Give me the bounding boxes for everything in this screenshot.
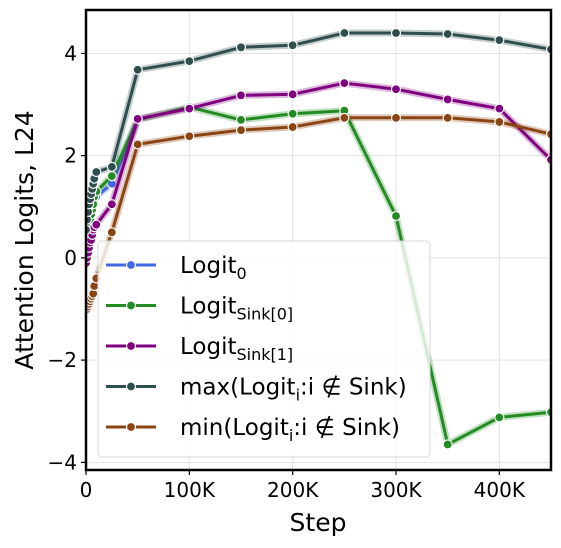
ticks: 0 100K 200K 300K 400K −4 −2 0 2 4: [48, 41, 526, 502]
data-point: [287, 121, 298, 133]
data-point: [390, 27, 402, 39]
legend-swatch-marker: [125, 381, 137, 392]
data-point: [287, 89, 298, 100]
data-point: [184, 131, 195, 142]
legend-label-subscript: 0: [237, 264, 247, 283]
data-point: [339, 112, 350, 123]
y-axis-title: Attention Logits, L24: [10, 110, 39, 369]
data-point: [235, 125, 247, 136]
legend-label: Logit0: [180, 253, 247, 283]
y-tick-label: 2: [64, 144, 77, 168]
data-point: [390, 210, 402, 222]
x-tick-label: 0: [80, 478, 93, 502]
legend-swatch-marker: [125, 300, 137, 311]
legend-label-base: Logit: [180, 294, 237, 320]
data-point: [91, 219, 102, 230]
data-point: [494, 116, 505, 128]
data-point: [494, 103, 505, 114]
legend-label-suffix: :i ∉ Sink): [293, 415, 400, 441]
series-3: [86, 27, 551, 235]
legend-item: min(Logiti:i ∉ Sink): [106, 415, 400, 445]
data-point: [132, 139, 143, 150]
x-tick-label: 400K: [474, 478, 526, 502]
series-line: [86, 31, 551, 230]
data-point: [390, 84, 402, 95]
legend-swatch-marker: [125, 421, 137, 433]
data-point: [442, 439, 453, 450]
data-point: [184, 56, 195, 67]
legend-label-subscript: i: [289, 426, 293, 445]
data-point: [390, 112, 402, 123]
series-band: [86, 29, 551, 234]
legend-label-base: Logit: [180, 334, 237, 360]
legend-item: LogitSink[1]: [106, 334, 293, 364]
legend-item: LogitSink[0]: [106, 294, 293, 324]
data-point: [132, 64, 143, 75]
data-point: [494, 412, 505, 423]
legend-label: LogitSink[1]: [180, 334, 293, 364]
data-point: [235, 42, 247, 53]
legend-label-base: Logit: [180, 253, 237, 279]
data-point: [442, 112, 453, 123]
legend-label-subscript: Sink[0]: [237, 305, 294, 324]
y-tick-label: 0: [64, 246, 77, 270]
data-point: [91, 166, 102, 178]
y-tick-label: 4: [64, 41, 77, 65]
legend-swatch-marker: [125, 340, 137, 352]
data-point: [442, 28, 453, 40]
legend-item: max(Logiti:i ∉ Sink): [106, 375, 407, 405]
data-point: [339, 77, 350, 89]
data-point: [494, 35, 505, 46]
data-point: [235, 90, 247, 101]
legend-label: max(Logiti:i ∉ Sink): [180, 375, 407, 405]
data-point: [442, 94, 453, 105]
data-point: [235, 114, 247, 125]
data-point: [339, 27, 350, 39]
data-point: [106, 199, 117, 210]
data-point: [106, 161, 117, 173]
legend-label: LogitSink[0]: [180, 294, 293, 324]
legend: Logit0LogitSink[0]LogitSink[1]max(Logiti…: [97, 240, 431, 458]
data-point: [287, 108, 298, 119]
legend-label-base: min(Logit: [180, 415, 289, 441]
data-point: [132, 113, 143, 124]
x-tick-label: 100K: [164, 478, 216, 502]
legend-label-base: max(Logit: [180, 375, 296, 401]
legend-swatch-marker: [125, 259, 137, 271]
x-axis-title: Step: [290, 508, 347, 537]
legend-label-subscript: i: [296, 386, 300, 405]
data-point: [106, 227, 117, 238]
y-tick-label: −4: [48, 450, 77, 474]
legend-label-suffix: :i ∉ Sink): [300, 375, 407, 401]
legend-label: min(Logiti:i ∉ Sink): [180, 415, 400, 445]
data-point: [287, 40, 298, 51]
legend-label-subscript: Sink[1]: [237, 345, 294, 364]
data-point: [106, 171, 117, 182]
x-tick-label: 300K: [370, 478, 422, 502]
x-tick-label: 200K: [267, 478, 319, 502]
legend-item: Logit0: [106, 253, 247, 283]
legend-box: [97, 240, 431, 458]
series-2: [86, 77, 551, 269]
data-point: [184, 103, 195, 114]
plot-frame: [84, 8, 553, 472]
y-tick-label: −2: [48, 348, 77, 372]
